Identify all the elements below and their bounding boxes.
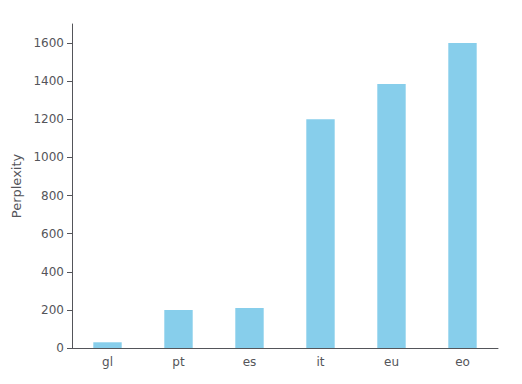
svg-text:1000: 1000 xyxy=(33,150,64,164)
svg-text:eo: eo xyxy=(455,355,470,369)
svg-text:gl: gl xyxy=(102,355,113,369)
svg-text:600: 600 xyxy=(41,227,64,241)
svg-text:pt: pt xyxy=(172,355,185,369)
svg-text:Perplexity: Perplexity xyxy=(9,153,24,218)
svg-text:es: es xyxy=(243,355,257,369)
svg-text:eu: eu xyxy=(384,355,399,369)
svg-text:800: 800 xyxy=(41,189,64,203)
svg-text:200: 200 xyxy=(41,303,64,317)
svg-text:1400: 1400 xyxy=(33,74,64,88)
svg-text:it: it xyxy=(316,355,324,369)
svg-text:0: 0 xyxy=(56,341,64,355)
svg-text:1200: 1200 xyxy=(33,112,64,126)
svg-text:400: 400 xyxy=(41,265,64,279)
svg-text:1600: 1600 xyxy=(33,36,64,50)
